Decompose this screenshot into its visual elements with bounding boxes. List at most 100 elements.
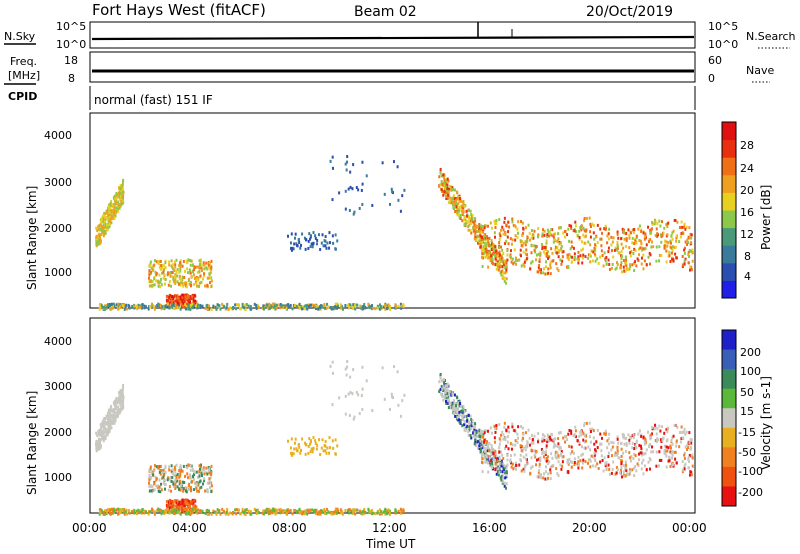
power-cell <box>460 204 463 208</box>
power-cell <box>467 224 470 228</box>
power-cell <box>649 231 652 235</box>
power-cell <box>441 182 444 186</box>
velocity-cell <box>538 469 541 473</box>
power-cell <box>447 193 450 197</box>
power-cell <box>461 209 464 213</box>
power-cell <box>631 241 634 245</box>
power-cell <box>206 303 209 307</box>
velocity-cell <box>192 504 195 508</box>
velocity-cell <box>642 472 645 476</box>
velocity-cell <box>486 446 489 450</box>
velocity-cell <box>617 441 620 445</box>
velocity-cell <box>564 434 567 438</box>
velocity-cell <box>498 458 501 462</box>
power-cell <box>589 235 592 239</box>
velocity-cell <box>102 432 105 436</box>
velocity-cell <box>665 465 668 469</box>
power-cell <box>445 194 448 198</box>
velocity-cell <box>554 453 557 457</box>
power-ytick-2000: 2000 <box>44 222 72 235</box>
velocity-cell <box>162 473 165 477</box>
power-cell <box>461 219 464 223</box>
power-ytick-4000: 4000 <box>44 129 72 142</box>
velocity-cell <box>304 452 307 456</box>
power-cell <box>100 233 103 237</box>
power-cell <box>549 266 552 270</box>
power-cell <box>256 303 259 307</box>
velocity-cell <box>573 434 576 438</box>
power-cell <box>153 307 156 311</box>
power-cell <box>98 224 101 228</box>
power-cell <box>458 208 461 212</box>
velocity-cell <box>122 395 125 399</box>
power-cell <box>522 227 525 231</box>
velocity-cell <box>358 411 361 415</box>
velocity-cell <box>490 450 493 454</box>
velocity-cell <box>531 465 534 469</box>
power-cell <box>633 247 636 251</box>
velocity-cell <box>633 452 636 456</box>
velocity-cell <box>522 455 525 459</box>
velocity-cell <box>616 445 619 449</box>
power-cell <box>591 222 594 226</box>
power-cell <box>539 271 542 275</box>
velocity-cell <box>538 464 541 468</box>
velocity-cell <box>168 511 171 515</box>
power-cell <box>285 307 288 311</box>
velocity-cell <box>174 486 177 490</box>
power-cell <box>443 189 446 193</box>
velocity-cell <box>517 425 520 429</box>
power-cell <box>629 264 632 268</box>
power-cell <box>599 237 602 241</box>
velocity-cell <box>202 466 205 470</box>
velocity-cell <box>582 431 585 435</box>
power-cell <box>253 302 256 306</box>
power-cell <box>392 160 395 164</box>
velocity-cell <box>361 365 364 369</box>
velocity-cell <box>463 410 466 414</box>
velocity-cell <box>337 509 340 513</box>
power-cell <box>340 306 343 310</box>
velocity-cell <box>453 405 456 409</box>
velocity-cell <box>582 438 585 442</box>
vel-ytick-3000: 3000 <box>44 380 72 393</box>
power-cell <box>341 307 344 311</box>
power-cell <box>108 225 111 229</box>
power-cell <box>105 228 108 232</box>
power-cell <box>188 298 191 302</box>
velocity-cell <box>479 447 482 451</box>
velocity-cell <box>237 508 240 512</box>
velocity-cell <box>470 426 473 430</box>
velocity-cell <box>324 444 327 448</box>
nave-label: Nave <box>746 64 774 77</box>
power-cell <box>374 307 377 311</box>
power-cell <box>509 253 512 257</box>
velocity-cell <box>102 436 105 440</box>
velocity-cell <box>520 469 523 473</box>
velocity-cell <box>513 465 516 469</box>
velocity-cell <box>552 464 555 468</box>
power-cell <box>663 244 666 248</box>
velocity-cell <box>504 476 507 480</box>
velocity-cell <box>689 470 692 474</box>
power-cell <box>494 225 497 229</box>
velocity-cell <box>492 449 495 453</box>
power-cbar-segment <box>722 122 736 141</box>
velocity-cell <box>135 509 138 513</box>
velocity-cell <box>574 429 577 433</box>
power-cell <box>104 230 107 234</box>
velocity-cell <box>125 508 128 512</box>
velocity-cell <box>159 490 162 494</box>
velocity-cell <box>328 451 331 455</box>
velocity-cell <box>292 508 295 512</box>
velocity-cell <box>620 466 623 470</box>
power-cell <box>489 256 492 260</box>
velocity-cell <box>482 433 485 437</box>
power-cell <box>198 269 201 273</box>
velocity-cell <box>663 449 666 453</box>
velocity-cell <box>362 510 365 514</box>
velocity-cell <box>660 458 663 462</box>
power-cell <box>544 272 547 276</box>
velocity-cell <box>494 430 497 434</box>
velocity-cell <box>550 432 553 436</box>
